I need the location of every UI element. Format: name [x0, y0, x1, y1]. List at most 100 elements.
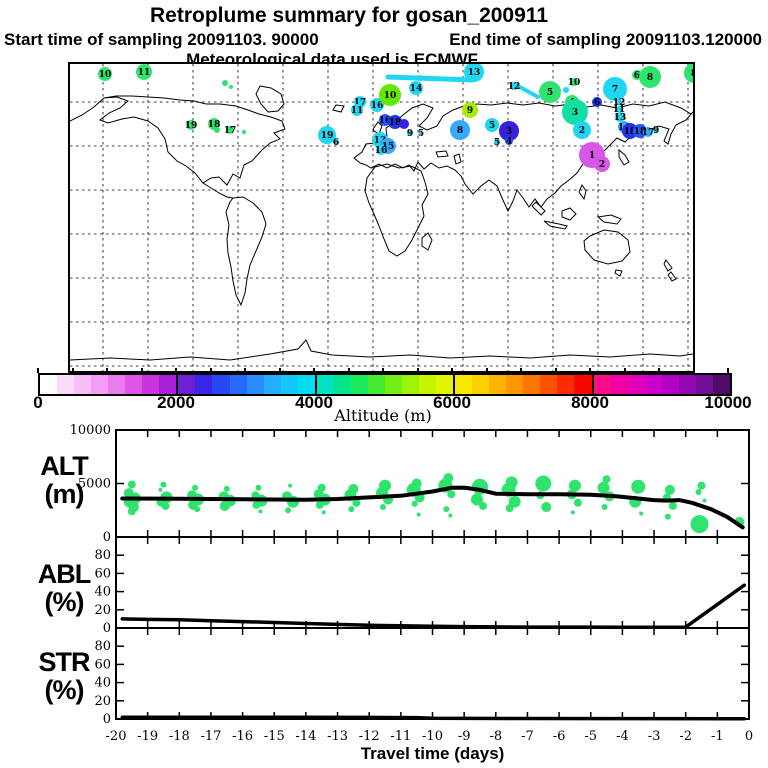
plume-marker-day-label: 2 — [579, 126, 585, 136]
coastline — [255, 85, 285, 113]
coastline — [667, 271, 677, 282]
alt-cluster-dot — [158, 487, 163, 492]
plume-marker — [653, 127, 659, 133]
colorbar-tick — [451, 368, 453, 373]
plume-marker — [136, 64, 152, 80]
colorbar-tick — [140, 368, 143, 373]
coastline — [583, 229, 631, 265]
x-tick-label: -11 — [390, 729, 411, 744]
colorbar-tick — [692, 368, 695, 373]
coastline — [332, 104, 345, 113]
coastline — [421, 232, 433, 251]
plume-marker — [643, 127, 653, 137]
y-tick-label: 10000 — [70, 423, 111, 438]
colorbar-segment — [678, 375, 696, 394]
alt-panel-label: ALT (m) — [18, 452, 110, 508]
plume-marker-day-label: 8 — [457, 126, 463, 136]
colorbar-tick — [37, 368, 39, 373]
x-tick-label: -14 — [295, 729, 316, 744]
plume-marker — [186, 120, 196, 130]
plume-marker-day-label: 8 — [691, 69, 693, 79]
colorbar-segment — [419, 375, 437, 394]
colorbar-segment — [246, 375, 264, 394]
alt-cluster-dot — [664, 513, 671, 520]
plume-marker — [573, 121, 591, 139]
alt-cluster-dot — [258, 509, 263, 514]
alt-cluster-dot — [288, 483, 293, 488]
colorbar-segment — [74, 375, 92, 394]
alt-cluster-dot — [470, 493, 483, 506]
colorbar-segment — [212, 375, 230, 394]
colorbar-tick — [520, 368, 522, 373]
plume-marker-day-label: 7 — [612, 85, 618, 95]
plume-marker-day-label: 5 — [494, 138, 500, 148]
x-tick-label: -3 — [648, 729, 661, 744]
plume-marker-day-label: 5 — [489, 121, 495, 131]
coastline — [663, 259, 673, 272]
plume-marker — [408, 76, 412, 80]
y-tick-label: 40 — [94, 585, 111, 600]
plume-marker-day-label: 9 — [653, 126, 659, 136]
plume-marker — [562, 99, 588, 125]
plume-marker — [485, 118, 499, 132]
plume-marker — [333, 139, 339, 145]
alt-cluster-dot — [702, 498, 707, 503]
colorbar-tick — [589, 368, 591, 373]
coastline — [225, 196, 267, 307]
alt-cluster-dot — [668, 501, 677, 510]
plume-marker — [505, 137, 513, 145]
colorbar-segment — [195, 375, 213, 394]
colorbar-tick — [244, 368, 246, 373]
y-tick-label: 0 — [103, 530, 111, 545]
x-tick-label: -10 — [422, 729, 443, 744]
y-tick-label: 5000 — [78, 477, 111, 492]
coastline — [543, 220, 568, 230]
plume-marker-day-label: 1 — [589, 151, 595, 161]
colorbar-segment — [314, 375, 334, 394]
plume-marker — [615, 112, 625, 122]
colorbar-segment — [367, 375, 385, 394]
plume-marker — [464, 64, 484, 82]
alt-cluster-dot — [568, 479, 581, 492]
plume-marker — [417, 75, 423, 81]
colorbar-segment — [297, 375, 315, 394]
coastline — [70, 95, 286, 186]
x-tick-label: -6 — [553, 729, 566, 744]
x-tick-label: -15 — [264, 729, 285, 744]
alt-cluster-dot — [194, 506, 201, 513]
colorbar-tick — [623, 368, 626, 373]
plume-marker — [494, 139, 500, 145]
alt-cluster-dot — [597, 481, 610, 494]
x-tick-label: -1 — [711, 729, 724, 744]
x-tick-label: -19 — [137, 729, 158, 744]
alt-cluster-dot — [447, 490, 456, 499]
page-title: Retroplume summary for gosan_200911 — [150, 4, 548, 27]
coastline — [531, 201, 546, 216]
alt-cluster-dot — [252, 500, 261, 509]
y-tick-label: 20 — [94, 694, 111, 709]
alt-label-text: ALT — [40, 451, 88, 481]
plume-marker-day-label: 11 — [613, 105, 626, 115]
colorbar-segment — [523, 375, 541, 394]
plume-marker-day-label: 3 — [572, 108, 578, 118]
plume-marker-day-label: 13 — [614, 113, 627, 123]
plume-marker-day-label: 19 — [185, 121, 198, 131]
plume-marker-day-label: 18 — [389, 118, 402, 128]
plume-marker — [510, 82, 518, 90]
str-panel-label: STR (%) — [18, 648, 110, 704]
alt-cluster-dot — [448, 513, 453, 518]
plume-marker — [379, 84, 401, 106]
colorbar-tick-label: 6000 — [433, 393, 471, 412]
plume-marker — [370, 98, 384, 112]
plume-streak — [516, 84, 540, 99]
coastline — [372, 121, 383, 135]
abl-unit-text: (%) — [44, 587, 85, 617]
coastline — [561, 207, 577, 221]
colorbar-segment — [644, 375, 662, 394]
alt-cluster-dot — [352, 498, 361, 507]
y-tick-label: 80 — [94, 548, 111, 563]
y-tick-label: 0 — [103, 621, 111, 636]
colorbar-segment — [453, 375, 473, 394]
plume-marker-day-label: 6 — [333, 138, 339, 148]
